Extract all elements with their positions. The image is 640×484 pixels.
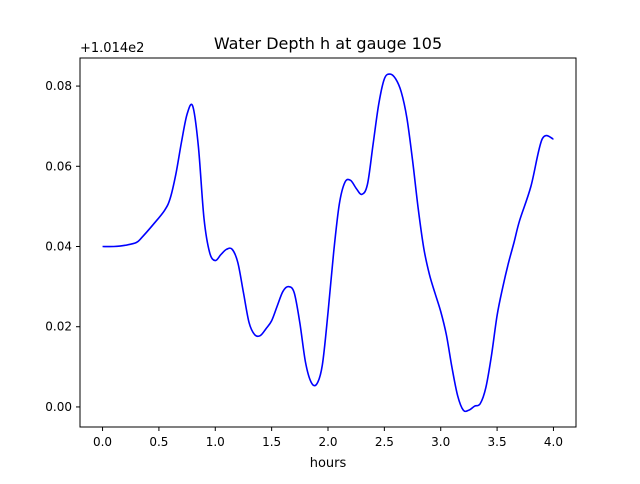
series-layer	[102, 73, 554, 413]
plot-frame	[79, 57, 577, 428]
x-tick-label: 3.0	[431, 435, 450, 449]
y-tick-label: 0.04	[45, 240, 72, 254]
x-axis-ticks: 0.0 0.5 1.0 1.5 2.0 2.5 3.0 3.5 4.0	[93, 427, 563, 449]
x-tick-label: 4.0	[544, 435, 563, 449]
y-tick-label: 0.06	[45, 159, 72, 173]
y-tick-label: 0.00	[45, 400, 72, 414]
x-tick-label: 0.0	[93, 435, 112, 449]
y-tick-label: 0.08	[45, 79, 72, 93]
x-tick-label: 2.5	[375, 435, 394, 449]
chart-title: Water Depth h at gauge 105	[214, 34, 442, 53]
y-tick-label: 0.02	[45, 320, 72, 334]
x-tick-label: 1.5	[262, 435, 281, 449]
x-tick-label: 3.5	[488, 435, 507, 449]
y-offset-label: +1.014e2	[80, 41, 144, 56]
y-axis-ticks: 0.00 0.02 0.04 0.06 0.08	[45, 79, 80, 414]
x-tick-label: 2.0	[318, 435, 337, 449]
x-axis-label: hours	[310, 456, 347, 471]
series-line	[102, 73, 554, 413]
x-tick-label: 1.0	[206, 435, 225, 449]
x-tick-label: 0.5	[149, 435, 168, 449]
